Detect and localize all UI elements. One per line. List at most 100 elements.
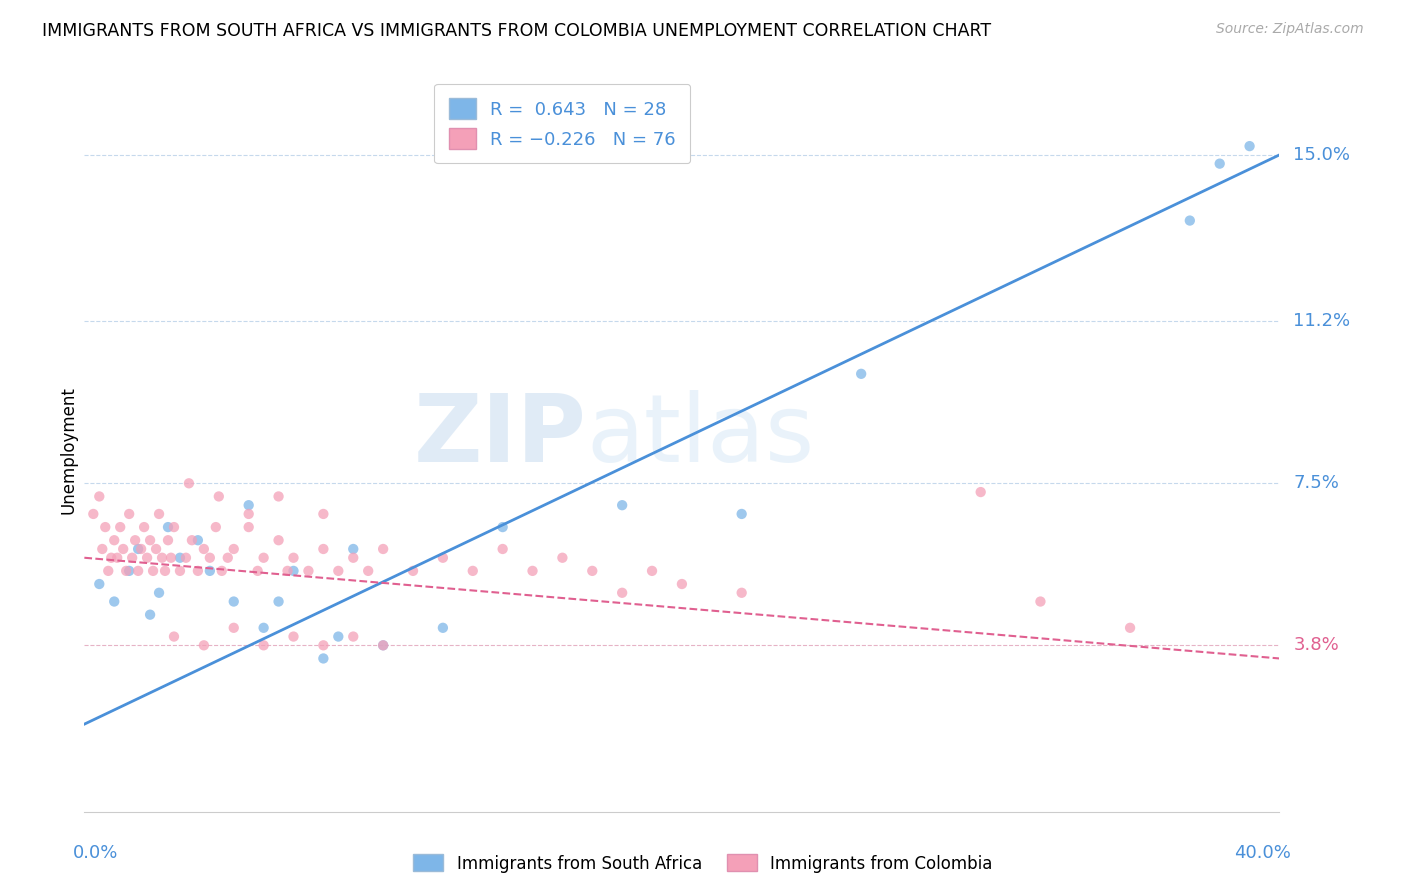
Point bbox=[177, 476, 200, 491]
Point bbox=[132, 520, 156, 534]
Point bbox=[160, 550, 183, 565]
Point bbox=[551, 550, 574, 565]
Point bbox=[139, 607, 162, 622]
Point bbox=[612, 498, 634, 512]
Point bbox=[145, 541, 167, 556]
Point bbox=[581, 564, 603, 578]
Point bbox=[238, 498, 260, 512]
Point bbox=[129, 541, 152, 556]
Legend: Immigrants from South Africa, Immigrants from Colombia: Immigrants from South Africa, Immigrants… bbox=[406, 847, 1000, 880]
Point bbox=[169, 550, 191, 565]
Point bbox=[1119, 621, 1142, 635]
Text: 3.8%: 3.8% bbox=[1294, 636, 1339, 655]
Point bbox=[91, 541, 114, 556]
Point bbox=[492, 520, 515, 534]
Point bbox=[118, 507, 141, 521]
Point bbox=[139, 533, 162, 548]
Point bbox=[253, 550, 276, 565]
Point bbox=[222, 621, 245, 635]
Legend: R =  0.643   N = 28, R = −0.226   N = 76: R = 0.643 N = 28, R = −0.226 N = 76 bbox=[434, 84, 690, 163]
Point bbox=[222, 594, 245, 608]
Point bbox=[253, 621, 276, 635]
Point bbox=[148, 507, 170, 521]
Point bbox=[373, 638, 395, 652]
Point bbox=[198, 564, 221, 578]
Point bbox=[150, 550, 173, 565]
Point bbox=[181, 533, 204, 548]
Point bbox=[312, 638, 335, 652]
Point bbox=[612, 586, 634, 600]
Point bbox=[121, 550, 143, 565]
Point bbox=[283, 550, 305, 565]
Point bbox=[222, 541, 245, 556]
Y-axis label: Unemployment: Unemployment bbox=[59, 386, 77, 515]
Point bbox=[283, 564, 305, 578]
Point bbox=[253, 638, 276, 652]
Point bbox=[142, 564, 165, 578]
Point bbox=[238, 520, 260, 534]
Point bbox=[970, 485, 993, 500]
Text: IMMIGRANTS FROM SOUTH AFRICA VS IMMIGRANTS FROM COLOMBIA UNEMPLOYMENT CORRELATIO: IMMIGRANTS FROM SOUTH AFRICA VS IMMIGRAN… bbox=[42, 22, 991, 40]
Point bbox=[163, 520, 186, 534]
Point bbox=[157, 520, 180, 534]
Point bbox=[492, 541, 515, 556]
Point bbox=[208, 490, 231, 504]
Point bbox=[105, 550, 128, 565]
Point bbox=[94, 520, 117, 534]
Point bbox=[110, 520, 132, 534]
Point bbox=[82, 507, 104, 521]
Point bbox=[312, 541, 335, 556]
Point bbox=[432, 550, 454, 565]
Point bbox=[1029, 594, 1052, 608]
Point bbox=[522, 564, 544, 578]
Point bbox=[118, 564, 141, 578]
Text: 7.5%: 7.5% bbox=[1294, 475, 1340, 492]
Point bbox=[193, 638, 215, 652]
Point bbox=[432, 621, 454, 635]
Point bbox=[851, 367, 873, 381]
Point bbox=[169, 564, 191, 578]
Point bbox=[357, 564, 380, 578]
Point bbox=[641, 564, 664, 578]
Point bbox=[312, 651, 335, 665]
Point bbox=[267, 594, 290, 608]
Text: 0.0%: 0.0% bbox=[73, 844, 118, 863]
Point bbox=[671, 577, 693, 591]
Point bbox=[402, 564, 425, 578]
Point bbox=[187, 533, 209, 548]
Point bbox=[246, 564, 269, 578]
Text: 40.0%: 40.0% bbox=[1234, 844, 1292, 863]
Point bbox=[198, 550, 221, 565]
Point bbox=[100, 550, 122, 565]
Point bbox=[127, 564, 149, 578]
Point bbox=[373, 638, 395, 652]
Point bbox=[163, 630, 186, 644]
Point bbox=[211, 564, 233, 578]
Point bbox=[153, 564, 176, 578]
Text: Source: ZipAtlas.com: Source: ZipAtlas.com bbox=[1216, 22, 1364, 37]
Point bbox=[283, 630, 305, 644]
Point bbox=[89, 490, 111, 504]
Point bbox=[342, 541, 364, 556]
Point bbox=[124, 533, 146, 548]
Point bbox=[157, 533, 180, 548]
Point bbox=[103, 533, 125, 548]
Point bbox=[1209, 156, 1232, 170]
Point bbox=[127, 541, 149, 556]
Point bbox=[328, 564, 350, 578]
Point bbox=[461, 564, 484, 578]
Point bbox=[1239, 139, 1261, 153]
Text: 11.2%: 11.2% bbox=[1294, 312, 1351, 330]
Point bbox=[115, 564, 138, 578]
Point bbox=[112, 541, 135, 556]
Point bbox=[174, 550, 197, 565]
Point bbox=[193, 541, 215, 556]
Point bbox=[731, 507, 754, 521]
Point bbox=[342, 630, 364, 644]
Text: ZIP: ZIP bbox=[413, 390, 586, 482]
Text: 15.0%: 15.0% bbox=[1294, 146, 1350, 164]
Point bbox=[89, 577, 111, 591]
Text: atlas: atlas bbox=[586, 390, 814, 482]
Point bbox=[103, 594, 125, 608]
Point bbox=[312, 507, 335, 521]
